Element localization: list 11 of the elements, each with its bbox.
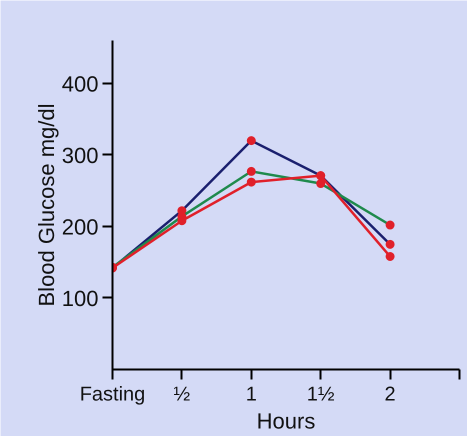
x-tick-label: 1	[246, 384, 257, 406]
x-tick-label: 2	[384, 384, 396, 406]
y-tick-label: 200	[62, 214, 99, 240]
y-axis-title: Blood Glucose mg/dl	[34, 104, 59, 306]
y-tick-label: 100	[62, 286, 99, 311]
x-tick-label: ½	[174, 384, 191, 406]
y-tick-label: 400	[62, 71, 99, 96]
x-tick-label: 1½	[306, 384, 335, 406]
x-axis-title: Hours	[256, 408, 316, 434]
y-tick-label: 300	[62, 142, 99, 168]
x-tick-label: Fasting	[80, 384, 146, 406]
